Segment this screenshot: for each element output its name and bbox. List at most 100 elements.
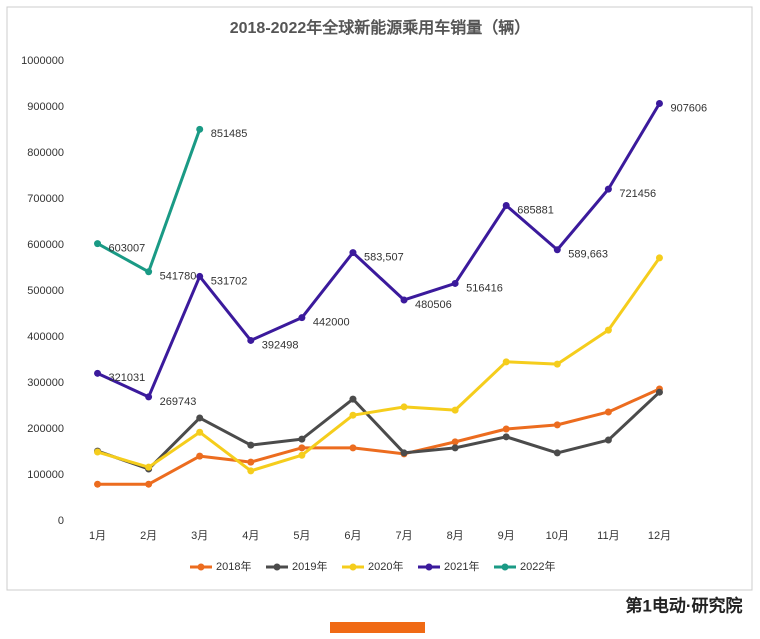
legend-label: 2019年 xyxy=(292,559,327,573)
data-point xyxy=(553,246,561,254)
data-point xyxy=(145,480,153,488)
data-point xyxy=(553,360,561,368)
data-point xyxy=(94,240,102,248)
x-tick-label: 2月 xyxy=(140,530,157,542)
legend-label: 2018年 xyxy=(216,559,251,573)
y-tick-label: 100000 xyxy=(27,469,64,481)
data-point xyxy=(451,279,459,287)
x-tick-label: 7月 xyxy=(395,530,412,542)
x-tick-label: 3月 xyxy=(191,530,208,542)
y-tick-label: 800000 xyxy=(27,147,64,159)
data-point xyxy=(145,268,153,276)
series-line xyxy=(97,257,661,473)
data-point xyxy=(451,444,459,452)
data-point xyxy=(502,201,510,209)
data-point xyxy=(298,435,306,443)
data-point xyxy=(247,458,255,466)
data-point xyxy=(94,480,102,488)
data-label: 907606 xyxy=(670,102,707,114)
data-point xyxy=(400,449,408,457)
x-tick-label: 8月 xyxy=(447,530,464,542)
legend-label: 2022年 xyxy=(520,559,555,573)
data-point xyxy=(196,428,204,436)
data-point xyxy=(604,436,612,444)
x-tick-label: 6月 xyxy=(344,530,361,542)
data-point xyxy=(502,433,510,441)
data-point xyxy=(349,411,357,419)
data-point xyxy=(247,441,255,449)
data-label: 589,663 xyxy=(568,249,608,261)
data-point xyxy=(145,393,153,401)
data-point xyxy=(196,452,204,460)
legend-marker xyxy=(425,563,433,571)
data-point xyxy=(451,406,459,414)
data-label: 685881 xyxy=(517,204,554,216)
data-point xyxy=(655,254,663,262)
y-tick-label: 0 xyxy=(58,515,64,527)
data-point xyxy=(553,449,561,457)
data-point xyxy=(655,388,663,396)
data-label: 603007 xyxy=(109,243,146,255)
data-label: 321031 xyxy=(109,372,146,384)
data-label: 851485 xyxy=(211,128,248,140)
data-point xyxy=(349,395,357,403)
series-line xyxy=(97,387,661,486)
chart-title: 2018-2022年全球新能源乘用车销量（辆） xyxy=(230,18,531,37)
data-point xyxy=(298,444,306,452)
data-point xyxy=(502,358,510,366)
footer-bar xyxy=(330,622,425,633)
data-point xyxy=(94,369,102,377)
y-tick-label: 400000 xyxy=(27,331,64,343)
data-label: 269743 xyxy=(160,396,197,408)
chart-frame xyxy=(6,6,753,591)
data-point xyxy=(604,408,612,416)
data-point xyxy=(145,463,153,471)
data-label: 442000 xyxy=(313,317,350,329)
data-point xyxy=(94,448,102,456)
data-point xyxy=(400,296,408,304)
data-point xyxy=(604,185,612,193)
data-point xyxy=(196,125,204,133)
data-point xyxy=(655,100,663,108)
data-point xyxy=(196,272,204,280)
y-tick-label: 1000000 xyxy=(21,55,64,67)
data-point xyxy=(400,403,408,411)
data-point xyxy=(451,438,459,446)
legend-marker xyxy=(501,563,509,571)
footer-logo: 第1电动·研究院 xyxy=(625,595,742,615)
data-point xyxy=(247,336,255,344)
y-tick-label: 600000 xyxy=(27,239,64,251)
x-tick-label: 9月 xyxy=(498,530,515,542)
x-tick-label: 10月 xyxy=(546,530,569,542)
data-label: 583,507 xyxy=(364,251,404,263)
data-point xyxy=(247,467,255,475)
legend-marker xyxy=(197,563,205,571)
x-tick-label: 4月 xyxy=(242,530,259,542)
data-label: 480506 xyxy=(415,299,452,311)
data-point xyxy=(196,414,204,422)
x-tick-label: 1月 xyxy=(89,530,106,542)
data-label: 721456 xyxy=(619,188,656,200)
y-tick-label: 300000 xyxy=(27,377,64,389)
data-point xyxy=(298,314,306,322)
x-tick-label: 12月 xyxy=(648,530,671,542)
y-tick-label: 200000 xyxy=(27,423,64,435)
data-point xyxy=(553,421,561,429)
legend-label: 2021年 xyxy=(444,559,479,573)
legend-marker xyxy=(273,563,281,571)
x-tick-label: 11月 xyxy=(597,530,619,542)
data-point xyxy=(502,425,510,433)
data-point xyxy=(298,451,306,459)
data-label: 531702 xyxy=(211,275,248,287)
series-line xyxy=(97,391,661,471)
y-tick-label: 700000 xyxy=(27,193,64,205)
data-point xyxy=(349,444,357,452)
x-tick-label: 5月 xyxy=(293,530,310,542)
legend-marker xyxy=(349,563,357,571)
legend-label: 2020年 xyxy=(368,559,403,573)
data-label: 541780 xyxy=(160,271,197,283)
data-label: 392498 xyxy=(262,339,299,351)
y-tick-label: 500000 xyxy=(27,285,64,297)
series-line xyxy=(96,102,661,399)
